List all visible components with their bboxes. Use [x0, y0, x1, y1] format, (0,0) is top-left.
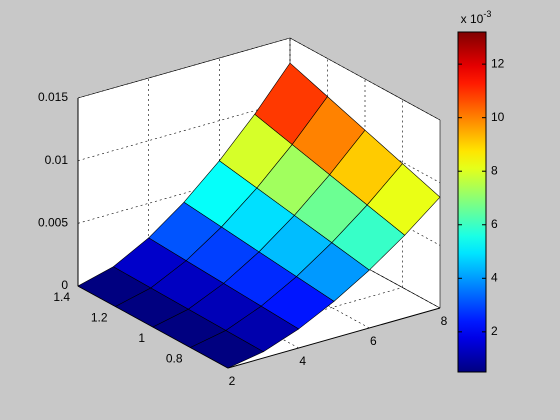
grid-line [77, 37, 291, 99]
z-tick-label: 0.01 [45, 153, 69, 167]
colorbar-tick-label: 4 [491, 270, 498, 284]
y-tick-label: 0.8 [166, 352, 183, 366]
x-tick-label: 8 [441, 314, 448, 328]
y-tick-label: 1.4 [53, 290, 70, 304]
x-tick-label: 6 [370, 334, 377, 348]
z-tick-label: 0.005 [38, 216, 68, 230]
colorbar-tick-label: 6 [491, 217, 498, 231]
x-tick-label: 2 [229, 374, 236, 388]
surface-face [189, 330, 264, 369]
x-tick-label: 4 [299, 354, 306, 368]
z-tick-label: 0 [61, 278, 68, 292]
colorbar [457, 31, 487, 373]
colorbar-tick-label: 10 [491, 110, 505, 124]
colorbar-tick-label: 8 [491, 163, 498, 177]
y-tick-label: 1.2 [91, 311, 108, 325]
colorbar-tick-label: 12 [491, 56, 505, 70]
colorbar-label: x 10-3 [461, 9, 492, 26]
y-tick-label: 1 [138, 331, 145, 345]
grid-line [77, 100, 291, 161]
grid-line [77, 163, 291, 224]
x-axis [227, 307, 441, 369]
grid-line [289, 37, 441, 121]
z-tick-label: 0.015 [38, 90, 68, 104]
colorbar-tick-label: 2 [491, 324, 498, 338]
